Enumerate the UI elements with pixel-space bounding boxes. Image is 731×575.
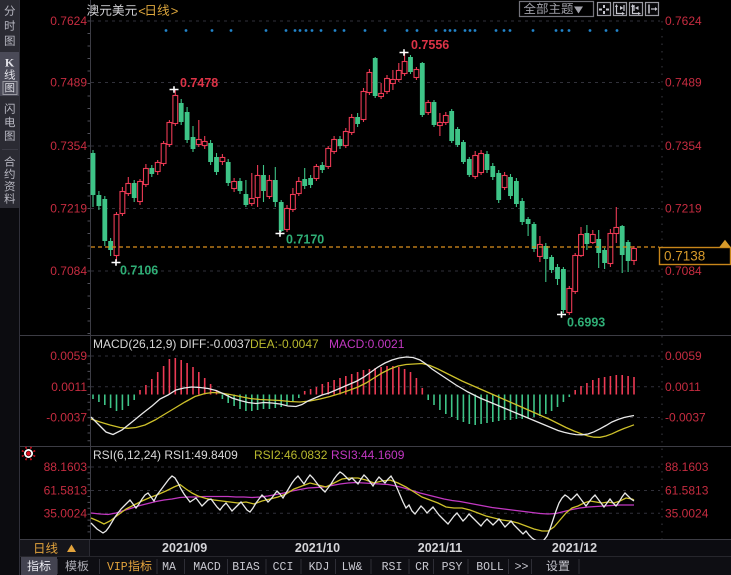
svg-text:0.7489: 0.7489 [665, 76, 702, 90]
svg-text:RSI2:46.0832: RSI2:46.0832 [254, 448, 328, 462]
svg-text:2021/10: 2021/10 [295, 541, 340, 555]
svg-text:0.7219: 0.7219 [50, 202, 87, 216]
svg-text:>: > [171, 4, 179, 19]
svg-text:0.7624: 0.7624 [665, 14, 702, 28]
svg-text:RSI3:44.1609: RSI3:44.1609 [331, 448, 405, 462]
svg-text:88.1603: 88.1603 [44, 460, 88, 474]
svg-text:0.7084: 0.7084 [665, 264, 702, 278]
svg-text:88.1603: 88.1603 [665, 460, 709, 474]
svg-text:RSI: RSI [382, 561, 403, 574]
svg-text:MACD:0.0021: MACD:0.0021 [329, 337, 405, 351]
svg-text:0.7354: 0.7354 [665, 139, 702, 153]
svg-text:MACD: MACD [193, 561, 221, 574]
svg-text:0.0059: 0.0059 [665, 349, 702, 363]
svg-text:RSI(6,12,24) RSI1:49.8409: RSI(6,12,24) RSI1:49.8409 [93, 448, 238, 462]
svg-text:2021/09: 2021/09 [162, 541, 207, 555]
svg-text:0.0011: 0.0011 [51, 380, 87, 394]
svg-text:0.0011: 0.0011 [665, 380, 701, 394]
svg-text:35.0024: 35.0024 [44, 507, 88, 521]
svg-text:35.0024: 35.0024 [665, 507, 709, 521]
svg-text:CR: CR [415, 561, 429, 574]
svg-text:0.7489: 0.7489 [50, 76, 87, 90]
svg-text:61.5813: 61.5813 [44, 484, 88, 498]
svg-text:-0.0037: -0.0037 [665, 411, 706, 425]
svg-text:0.7354: 0.7354 [50, 139, 87, 153]
svg-text:K: K [5, 56, 15, 70]
svg-text:0.7478: 0.7478 [180, 76, 218, 90]
svg-text:2021/12: 2021/12 [552, 541, 597, 555]
svg-text:BIAS: BIAS [232, 561, 260, 574]
svg-text:0.7138: 0.7138 [664, 249, 705, 264]
svg-text:<: < [138, 4, 146, 19]
svg-text:KDJ: KDJ [309, 561, 330, 574]
svg-text:61.5813: 61.5813 [665, 484, 709, 498]
svg-text:DEA:-0.0047: DEA:-0.0047 [250, 337, 319, 351]
svg-text:0.7624: 0.7624 [50, 14, 87, 28]
svg-text:>>: >> [515, 561, 529, 574]
svg-text:PSY: PSY [442, 561, 463, 574]
svg-text:LW&: LW& [342, 561, 363, 574]
svg-text:2021/11: 2021/11 [418, 541, 463, 555]
svg-text:0.7219: 0.7219 [665, 202, 702, 216]
svg-text:BOLL: BOLL [476, 561, 504, 574]
svg-text:-0.0037: -0.0037 [46, 411, 87, 425]
svg-text:MACD(26,12,9) DIFF:-0.0037: MACD(26,12,9) DIFF:-0.0037 [93, 337, 251, 351]
svg-text:0.0059: 0.0059 [50, 349, 87, 363]
svg-text:VIP: VIP [107, 561, 128, 574]
svg-text:MA: MA [162, 561, 176, 574]
svg-text:0.7084: 0.7084 [50, 264, 87, 278]
svg-text:0.7170: 0.7170 [286, 233, 324, 247]
svg-text:0.7556: 0.7556 [411, 38, 449, 52]
svg-text:0.7106: 0.7106 [120, 264, 158, 278]
svg-text:CCI: CCI [273, 561, 294, 574]
svg-text:0.6993: 0.6993 [567, 316, 605, 330]
